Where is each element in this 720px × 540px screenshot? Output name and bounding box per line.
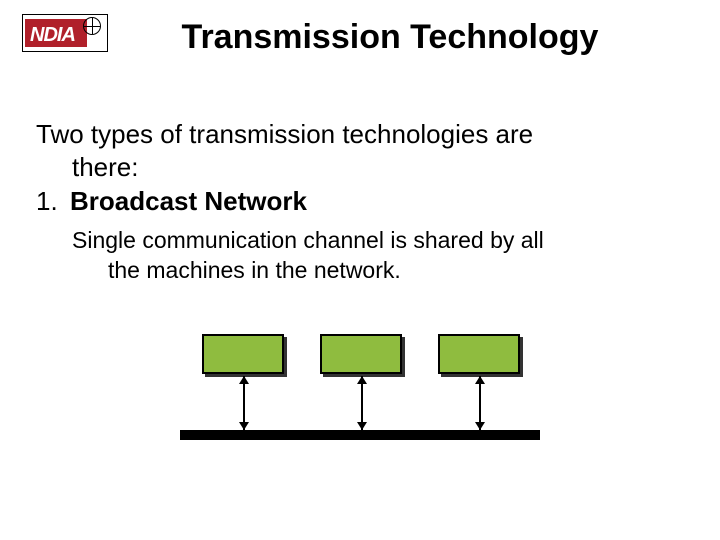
arrow-up-icon	[239, 376, 249, 384]
arrow-up-icon	[357, 376, 367, 384]
arrow-down-icon	[357, 422, 367, 430]
network-node	[438, 334, 520, 374]
intro-line1: Two types of transmission technologies a…	[36, 118, 680, 151]
list-item-1: 1.Broadcast Network	[36, 186, 680, 217]
desc-line2: the machines in the network.	[72, 256, 670, 286]
arrow-down-icon	[475, 422, 485, 430]
list-number: 1.	[36, 186, 70, 217]
bus-line	[180, 430, 540, 440]
arrow-down-icon	[239, 422, 249, 430]
list-label: Broadcast Network	[70, 186, 307, 216]
desc-line1: Single communication channel is shared b…	[72, 226, 670, 256]
network-node	[320, 334, 402, 374]
network-node	[202, 334, 284, 374]
arrow-up-icon	[475, 376, 485, 384]
page-title: Transmission Technology	[0, 18, 720, 57]
intro-text: Two types of transmission technologies a…	[36, 118, 680, 183]
intro-line2: there:	[36, 151, 680, 184]
bus-network-diagram	[180, 334, 540, 474]
description: Single communication channel is shared b…	[72, 226, 670, 286]
